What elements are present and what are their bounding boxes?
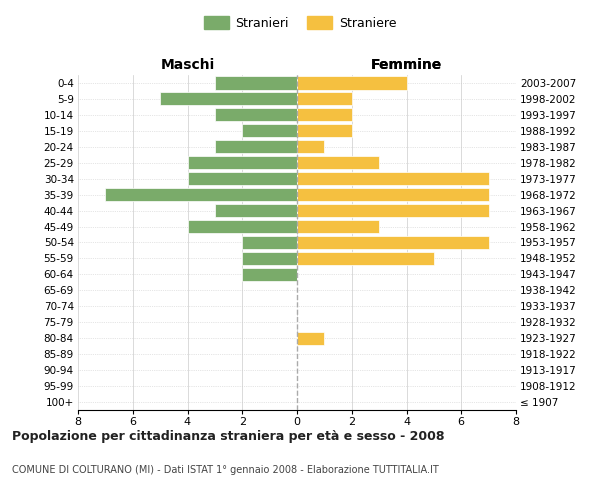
Text: Maschi: Maschi <box>160 58 215 71</box>
Bar <box>215 108 297 122</box>
Bar <box>242 252 297 265</box>
Bar <box>297 236 488 249</box>
Bar <box>215 140 297 153</box>
Text: COMUNE DI COLTURANO (MI) - Dati ISTAT 1° gennaio 2008 - Elaborazione TUTTITALIA.: COMUNE DI COLTURANO (MI) - Dati ISTAT 1°… <box>12 465 439 475</box>
Text: Popolazione per cittadinanza straniera per età e sesso - 2008: Popolazione per cittadinanza straniera p… <box>12 430 445 443</box>
Bar <box>297 156 379 170</box>
Bar <box>297 140 325 153</box>
Text: Femmine: Femmine <box>371 58 442 71</box>
Bar <box>297 188 488 201</box>
Text: Femmine: Femmine <box>371 58 442 71</box>
Bar <box>297 76 407 90</box>
Bar <box>215 204 297 217</box>
Bar <box>188 156 297 170</box>
Bar <box>297 172 488 185</box>
Bar <box>215 76 297 90</box>
Bar <box>106 188 297 201</box>
Bar <box>242 124 297 138</box>
Bar <box>297 124 352 138</box>
Bar <box>242 268 297 281</box>
Bar <box>297 92 352 106</box>
Bar <box>188 172 297 185</box>
Legend: Stranieri, Straniere: Stranieri, Straniere <box>199 11 401 35</box>
Y-axis label: Fasce di età: Fasce di età <box>0 205 2 280</box>
Bar <box>242 236 297 249</box>
Bar <box>297 204 488 217</box>
Bar <box>297 332 325 345</box>
Bar <box>297 252 434 265</box>
Bar <box>188 220 297 233</box>
Bar <box>160 92 297 106</box>
Bar <box>297 220 379 233</box>
Bar <box>297 108 352 122</box>
